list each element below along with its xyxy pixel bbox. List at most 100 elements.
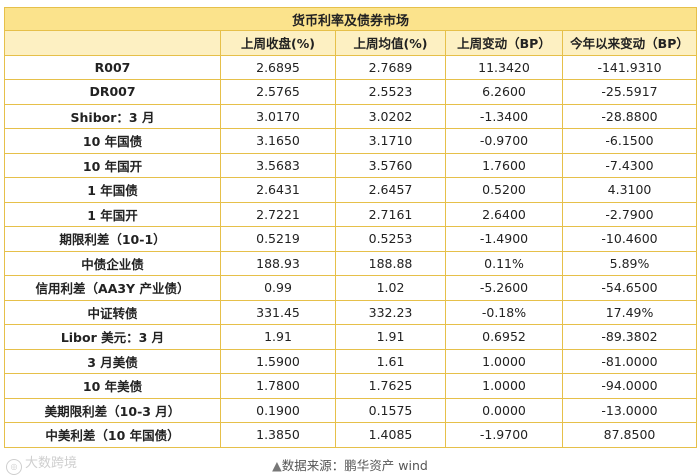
table-cell: 1.61 bbox=[335, 348, 446, 374]
table-row: 10 年美债 1.7800 1.7625 1.0000 -94.0000 bbox=[4, 373, 698, 399]
table-cell: -54.6500 bbox=[561, 275, 698, 301]
row-label: 中证转债 bbox=[4, 299, 221, 325]
table-cell: 2.7161 bbox=[335, 201, 446, 227]
header-name bbox=[4, 30, 221, 56]
table-cell: 2.6431 bbox=[220, 177, 336, 203]
row-label: R007 bbox=[4, 54, 221, 80]
table-cell: 0.0000 bbox=[445, 397, 563, 423]
table-cell: 1.4085 bbox=[335, 422, 446, 448]
table-cell: 3.0170 bbox=[220, 103, 336, 129]
source-text: 数据来源：鹏华资产 wind bbox=[281, 458, 428, 473]
table-cell: -10.4600 bbox=[561, 226, 698, 252]
table-cell: 2.5765 bbox=[220, 79, 336, 105]
table-row: 1 年国债 2.6431 2.6457 0.5200 4.3100 bbox=[4, 177, 698, 203]
table-cell: -1.3400 bbox=[445, 103, 563, 129]
table-title-row: 货币利率及债券市场 bbox=[3, 7, 698, 31]
table-cell: 331.45 bbox=[220, 299, 336, 325]
table-cell: 4.3100 bbox=[561, 177, 698, 203]
table-cell: -6.1500 bbox=[561, 128, 698, 154]
table-cell: 1.7600 bbox=[445, 152, 563, 178]
table-cell: -141.9310 bbox=[561, 54, 698, 80]
money-market-table: 货币利率及债券市场 上周收盘(%) 上周均值(%) 上周变动（BP） 今年以来变… bbox=[3, 7, 698, 448]
table-cell: 1.7625 bbox=[335, 373, 446, 399]
table-cell: -25.5917 bbox=[561, 79, 698, 105]
table-cell: 11.3420 bbox=[445, 54, 563, 80]
header-weekly-change: 上周变动（BP） bbox=[445, 30, 563, 56]
row-label: 3 月美债 bbox=[4, 348, 221, 374]
table-cell: 0.11% bbox=[445, 250, 563, 276]
table-cell: 3.1710 bbox=[335, 128, 446, 154]
table-cell: 1.91 bbox=[335, 324, 446, 350]
table-cell: -7.4300 bbox=[561, 152, 698, 178]
table-row: 美期限利差（10-3 月） 0.1900 0.1575 0.0000 -13.0000 bbox=[4, 397, 698, 423]
row-label: 10 年国开 bbox=[4, 152, 221, 178]
table-cell: 0.6952 bbox=[445, 324, 563, 350]
table-cell: 0.99 bbox=[220, 275, 336, 301]
table-cell: 0.5200 bbox=[445, 177, 563, 203]
row-label: 1 年国开 bbox=[4, 201, 221, 227]
table-cell: 2.6400 bbox=[445, 201, 563, 227]
table-cell: -81.0000 bbox=[561, 348, 698, 374]
row-label: 10 年国债 bbox=[4, 128, 221, 154]
table-cell: 0.5253 bbox=[335, 226, 446, 252]
table-cell: 1.3850 bbox=[220, 422, 336, 448]
row-label: 中债企业债 bbox=[4, 250, 221, 276]
row-label: 期限利差（10-1） bbox=[4, 226, 221, 252]
table-cell: -1.4900 bbox=[445, 226, 563, 252]
table-cell: 1.02 bbox=[335, 275, 446, 301]
table-row: 中美利差（10 年国债） 1.3850 1.4085 -1.9700 87.8500 bbox=[4, 422, 698, 448]
row-label: 中美利差（10 年国债） bbox=[4, 422, 221, 448]
table-cell: 188.88 bbox=[335, 250, 446, 276]
table-cell: 2.7689 bbox=[335, 54, 446, 80]
row-label: Shibor：3 月 bbox=[4, 103, 221, 129]
table-cell: 0.1900 bbox=[220, 397, 336, 423]
table-row: 10 年国债 3.1650 3.1710 -0.9700 -6.1500 bbox=[4, 128, 698, 154]
row-label: 美期限利差（10-3 月） bbox=[4, 397, 221, 423]
table-cell: -0.18% bbox=[445, 299, 563, 325]
table-body: R007 2.6895 2.7689 11.3420 -141.9310 DR007 2.5… bbox=[4, 54, 698, 448]
table-row: 3 月美债 1.5900 1.61 1.0000 -81.0000 bbox=[4, 348, 698, 374]
header-last-close: 上周收盘(%) bbox=[220, 30, 336, 56]
table-row: Libor 美元：3 月 1.91 1.91 0.6952 -89.3802 bbox=[4, 324, 698, 350]
table-cell: 1.0000 bbox=[445, 348, 563, 374]
table-cell: 2.6895 bbox=[220, 54, 336, 80]
watermark: ◎ 大数跨境 bbox=[6, 452, 77, 475]
table-row: 1 年国开 2.7221 2.7161 2.6400 -2.7900 bbox=[4, 201, 698, 227]
table-cell: 2.6457 bbox=[335, 177, 446, 203]
table-row: 期限利差（10-1） 0.5219 0.5253 -1.4900 -10.4600 bbox=[4, 226, 698, 252]
table-cell: -28.8800 bbox=[561, 103, 698, 129]
table-cell: -2.7900 bbox=[561, 201, 698, 227]
table-title: 货币利率及债券市场 bbox=[3, 7, 698, 31]
table-cell: -94.0000 bbox=[561, 373, 698, 399]
row-label: Libor 美元：3 月 bbox=[4, 324, 221, 350]
table-cell: 3.5760 bbox=[335, 152, 446, 178]
table-cell: -89.3802 bbox=[561, 324, 698, 350]
table-header-row: 上周收盘(%) 上周均值(%) 上周变动（BP） 今年以来变动（BP） bbox=[4, 30, 698, 56]
table-cell: 1.7800 bbox=[220, 373, 336, 399]
table-cell: 3.1650 bbox=[220, 128, 336, 154]
table-row: DR007 2.5765 2.5523 6.2600 -25.5917 bbox=[4, 79, 698, 105]
table-cell: 188.93 bbox=[220, 250, 336, 276]
header-ytd-change: 今年以来变动（BP） bbox=[561, 30, 698, 56]
table-cell: 3.5683 bbox=[220, 152, 336, 178]
table-row: 10 年国开 3.5683 3.5760 1.7600 -7.4300 bbox=[4, 152, 698, 178]
row-label: DR007 bbox=[4, 79, 221, 105]
table-cell: 332.23 bbox=[335, 299, 446, 325]
table-cell: 6.2600 bbox=[445, 79, 563, 105]
table-cell: 0.5219 bbox=[220, 226, 336, 252]
table-cell: 1.0000 bbox=[445, 373, 563, 399]
table-row: 中证转债 331.45 332.23 -0.18% 17.49% bbox=[4, 299, 698, 325]
table-cell: -5.2600 bbox=[445, 275, 563, 301]
table-cell: 0.1575 bbox=[335, 397, 446, 423]
triangle-icon: ▲ bbox=[272, 458, 282, 473]
table-cell: 1.5900 bbox=[220, 348, 336, 374]
table-row: R007 2.6895 2.7689 11.3420 -141.9310 bbox=[4, 54, 698, 80]
table-cell: 2.5523 bbox=[335, 79, 446, 105]
row-label: 10 年美债 bbox=[4, 373, 221, 399]
row-label: 1 年国债 bbox=[4, 177, 221, 203]
table-cell: 3.0202 bbox=[335, 103, 446, 129]
table-cell: -1.9700 bbox=[445, 422, 563, 448]
table-cell: 17.49% bbox=[561, 299, 698, 325]
data-source-note: ▲数据来源：鹏华资产 wind bbox=[0, 455, 700, 474]
table-cell: 2.7221 bbox=[220, 201, 336, 227]
